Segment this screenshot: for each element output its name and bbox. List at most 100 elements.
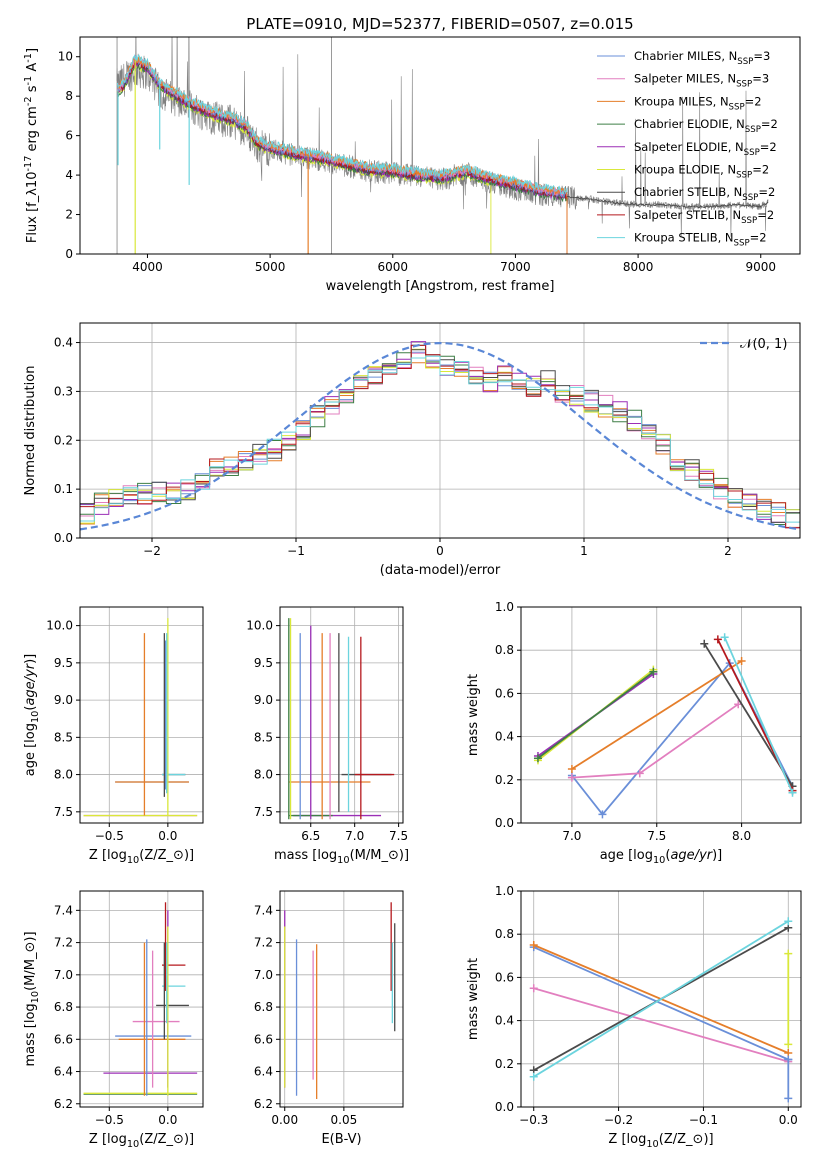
label-fragment: =2 [752, 163, 769, 177]
legend-label: Chabrier MILES, NSSP​=3 [634, 49, 770, 67]
residuals-legend: 𝒩(0, 1) [700, 337, 787, 352]
age-vs-metallicity-panel: −0.5 0.0 7.5 8.0 8.5 9.0 9.5 10.0 Z [log10​(Z/Z_… [23, 606, 204, 866]
plot-area [83, 902, 198, 1096]
label-fragment: 10 [30, 711, 41, 723]
label-fragment: ( [23, 706, 38, 711]
label-fragment: (data-model)/error [380, 563, 501, 578]
weight-marker-salpeter_miles [567, 773, 576, 782]
weight-marker-chabrier_miles [598, 810, 607, 819]
label-fragment: =2 [761, 117, 778, 131]
label-fragment: Kroupa ELODIE, N [634, 163, 736, 177]
label-fragment: age [log [600, 848, 653, 863]
y-tick-label: 0.8 [495, 927, 514, 941]
label-fragment: Z [log [89, 1132, 127, 1147]
y-tick-label: 9.0 [54, 693, 73, 707]
y-tick-label: 7.4 [254, 903, 273, 917]
mass-vs-extinction-panel: 0.00 0.05 6.2 6.4 6.6 6.8 7.0 7.2 7.4 E(B-V) [254, 890, 404, 1147]
label-fragment: Chabrier STELIB, N [634, 185, 742, 199]
plot-area [83, 618, 198, 817]
plot-area [533, 633, 797, 819]
weight-marker-chabrier_miles_b [784, 1094, 793, 1103]
weight-marker-chabrier_elodie [649, 667, 658, 676]
y-tick-label: 0.6 [495, 970, 514, 984]
legend-label: Salpeter ELODIE, NSSP​=2 [634, 140, 777, 158]
y-tick-label: 4 [65, 168, 73, 182]
label-fragment: SSP [734, 239, 750, 249]
y-axis-label: mass weight [466, 674, 481, 756]
x-tick-label: 4000 [132, 260, 163, 274]
x-tick-label: −1 [287, 544, 305, 558]
weight-marker-salpeter_miles [529, 984, 538, 993]
y-tick-label: 7.5 [254, 805, 273, 819]
label-fragment: E(B-V) [321, 1132, 361, 1147]
label-fragment: 10 [337, 855, 349, 866]
plot-area [529, 917, 793, 1103]
x-tick-label: 1 [580, 544, 588, 558]
axes-frame [279, 606, 404, 824]
label-fragment: =3 [753, 49, 770, 63]
y-tick-label: 0.4 [495, 730, 514, 744]
y-tick-label: 0.2 [495, 1057, 514, 1071]
label-fragment: ( [350, 848, 355, 863]
label-fragment: -17 [23, 156, 34, 172]
y-tick-label: 2 [65, 208, 73, 222]
x-tick-label: −0.3 [519, 1113, 548, 1127]
weight-marker-kroupa_miles [567, 765, 576, 773]
y-tick-label: 6 [65, 129, 73, 143]
axes-frame [79, 890, 204, 1108]
label-fragment: mass weight [466, 958, 481, 1040]
legend-label: Chabrier STELIB, NSSP​=2 [634, 185, 775, 203]
y-tick-label: 7.2 [54, 936, 73, 950]
weight-marker-chabrier_stelib [700, 639, 709, 648]
label-fragment: mass [log [274, 848, 337, 863]
x-tick-label: 6000 [378, 260, 409, 274]
y-tick-label: 8.0 [54, 768, 73, 782]
label-fragment: 10 [653, 855, 665, 866]
y-axis-label: Flux [f_λ10-17​ erg cm-2​ s-1​ A-1​] [23, 48, 40, 243]
label-fragment: =2 [750, 231, 767, 245]
label-fragment: )] [184, 1132, 194, 1147]
weight-marker-chabrier_miles_b [784, 1055, 793, 1064]
x-tick-label: 0.00 [271, 1113, 298, 1127]
label-fragment: Z/Z_⊙ [664, 1132, 704, 1147]
weight-marker-kroupa_elodie [784, 949, 793, 958]
label-fragment: age/yr [23, 662, 38, 705]
label-fragment: Normed distribution [23, 366, 38, 496]
label-fragment: )] [23, 931, 38, 941]
label-fragment: -2 [23, 96, 34, 106]
label-fragment: SSP [736, 80, 752, 90]
label-fragment: A [25, 63, 40, 76]
plot-area [116, 37, 769, 254]
label-fragment: )] [184, 848, 194, 863]
model-spectrum-kroupa_stelib [116, 53, 568, 195]
weight-vs-metallicity-panel: −0.3 −0.2 −0.1 0.0 0.0 0.2 0.4 0.6 0.8 1.0 Z [log1… [466, 884, 802, 1150]
plot-area [80, 341, 800, 531]
y-tick-label: 8.5 [254, 730, 273, 744]
label-fragment: =2 [757, 208, 774, 222]
y-tick-label: 6.8 [54, 1000, 73, 1014]
label-fragment: M/M_⊙ [355, 848, 399, 863]
weight-marker-kroupa_miles [737, 657, 746, 665]
label-fragment: Salpeter MILES, N [634, 72, 736, 86]
label-fragment: ] [25, 48, 40, 53]
axes-frame [520, 606, 802, 824]
y-tick-label: 9.0 [254, 693, 273, 707]
mass-vs-metallicity-panel: −0.5 0.0 6.2 6.4 6.6 6.8 7.0 7.2 7.4 Z [log10​(Z/… [23, 890, 204, 1150]
y-tick-label: 0.3 [54, 384, 73, 398]
label-fragment: -1 [23, 53, 34, 63]
legend-label: Kroupa MILES, NSSP​=2 [634, 94, 762, 112]
label-fragment: 10 [646, 1139, 658, 1150]
x-tick-label: 0.0 [158, 829, 177, 843]
x-axis-label: (data-model)/error [380, 563, 501, 578]
label-fragment: )] [703, 1132, 713, 1147]
label-fragment: age [log [23, 723, 38, 776]
label-fragment: mass [log [23, 1003, 38, 1066]
weight-marker-salpeter_stelib [713, 635, 722, 644]
label-fragment: Flux [f [25, 202, 40, 243]
x-axis-label: wavelength [Angstrom, rest frame] [326, 279, 555, 294]
y-tick-label: 6.6 [254, 1032, 273, 1046]
label-fragment: Kroupa MILES, N [634, 94, 729, 108]
label-fragment: 10 [127, 1139, 139, 1150]
axes-frame [520, 890, 802, 1108]
